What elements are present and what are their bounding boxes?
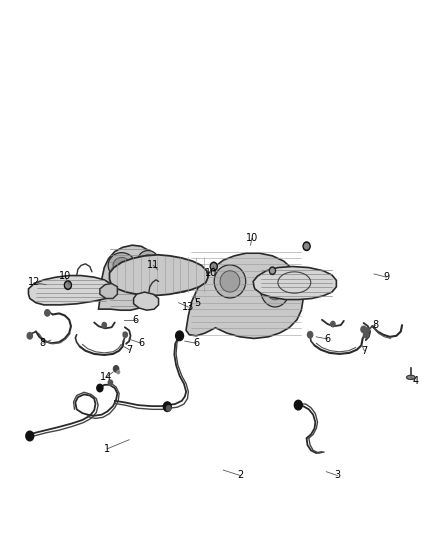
Circle shape: [166, 406, 171, 411]
Polygon shape: [28, 276, 113, 305]
Text: 11: 11: [147, 261, 159, 270]
Text: 1: 1: [104, 444, 110, 454]
Circle shape: [210, 262, 217, 271]
Ellipse shape: [406, 375, 415, 379]
Circle shape: [27, 333, 32, 339]
Text: 8: 8: [40, 338, 46, 348]
Circle shape: [108, 380, 113, 385]
Circle shape: [102, 322, 106, 328]
Polygon shape: [99, 245, 161, 310]
Text: 7: 7: [361, 346, 367, 356]
Circle shape: [304, 244, 309, 249]
Ellipse shape: [113, 257, 131, 273]
Circle shape: [66, 282, 70, 288]
Text: 14: 14: [100, 373, 112, 382]
Circle shape: [163, 402, 171, 411]
Circle shape: [123, 332, 127, 337]
Text: 6: 6: [133, 315, 139, 325]
Circle shape: [66, 283, 70, 287]
Circle shape: [212, 264, 216, 269]
Text: 10: 10: [205, 268, 217, 278]
Circle shape: [269, 267, 276, 274]
Circle shape: [305, 244, 308, 248]
Ellipse shape: [266, 276, 284, 300]
Text: 5: 5: [194, 298, 200, 308]
Circle shape: [26, 431, 34, 441]
Ellipse shape: [141, 255, 155, 268]
Circle shape: [117, 370, 120, 374]
Text: 6: 6: [325, 334, 331, 344]
Circle shape: [113, 366, 119, 372]
Circle shape: [331, 321, 335, 327]
Circle shape: [97, 384, 103, 392]
Circle shape: [64, 281, 71, 289]
Polygon shape: [253, 266, 336, 300]
Text: 4: 4: [412, 376, 418, 386]
Circle shape: [65, 281, 71, 289]
Text: 10: 10: [246, 233, 258, 243]
Ellipse shape: [220, 271, 240, 292]
Circle shape: [361, 326, 366, 333]
Circle shape: [271, 269, 274, 273]
Text: 2: 2: [237, 471, 243, 480]
Circle shape: [45, 310, 50, 316]
Ellipse shape: [214, 265, 246, 298]
Circle shape: [176, 331, 184, 341]
Ellipse shape: [138, 251, 159, 272]
Text: 12: 12: [28, 278, 40, 287]
Text: 3: 3: [334, 471, 340, 480]
Circle shape: [307, 332, 313, 338]
Text: 7: 7: [126, 345, 132, 354]
Text: 10: 10: [59, 271, 71, 281]
Ellipse shape: [108, 253, 135, 278]
Circle shape: [303, 242, 310, 251]
Text: 6: 6: [138, 338, 144, 348]
Circle shape: [364, 332, 369, 338]
Circle shape: [365, 328, 369, 333]
Polygon shape: [100, 284, 117, 298]
Text: 9: 9: [383, 272, 389, 282]
Text: 13: 13: [182, 302, 194, 312]
Polygon shape: [134, 292, 159, 310]
Polygon shape: [110, 255, 208, 295]
Circle shape: [294, 400, 302, 410]
Ellipse shape: [260, 269, 290, 307]
Circle shape: [304, 243, 310, 250]
Text: 6: 6: [193, 338, 199, 348]
Polygon shape: [186, 253, 303, 338]
Text: 8: 8: [373, 320, 379, 330]
